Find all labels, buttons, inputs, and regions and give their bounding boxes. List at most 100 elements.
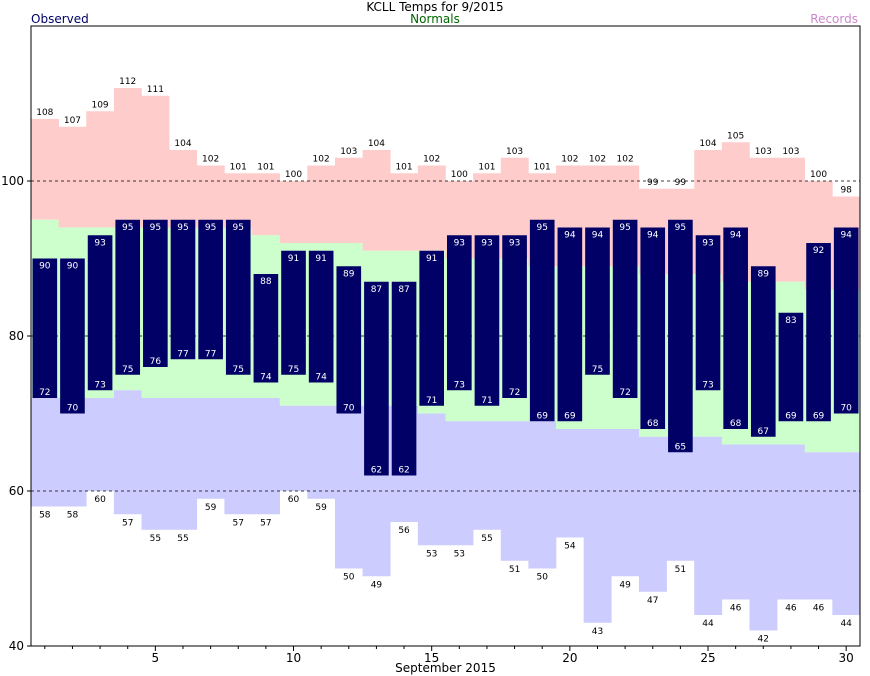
record-low-bar xyxy=(307,405,336,499)
observed-bar xyxy=(668,219,693,453)
record-low-bar xyxy=(445,421,474,546)
observed-high-label: 94 xyxy=(730,231,742,241)
record-high-label: 103 xyxy=(506,147,523,157)
record-low-bar xyxy=(252,398,280,515)
observed-bar xyxy=(336,266,362,414)
observed-low-label: 73 xyxy=(94,380,105,390)
observed-low-label: 72 xyxy=(619,388,630,398)
legend-records: Records xyxy=(810,12,858,26)
observed-high-label: 83 xyxy=(785,316,796,326)
record-low-label: 47 xyxy=(647,596,658,606)
observed-high-label: 95 xyxy=(233,223,244,233)
record-low-label: 55 xyxy=(150,534,161,544)
observed-bar xyxy=(723,227,748,429)
y-tick-label: 100 xyxy=(1,174,24,188)
record-low-label: 57 xyxy=(122,518,133,528)
observed-high-label: 88 xyxy=(260,277,272,287)
record-low-label: 57 xyxy=(233,518,244,528)
record-low-label: 46 xyxy=(730,604,742,614)
record-low-bar xyxy=(58,398,87,507)
x-axis-label: September 2015 xyxy=(395,661,496,675)
record-high-label: 100 xyxy=(810,170,827,180)
axis-ticks-layer: 40 60 80 100 5 10 15 20 25 30 xyxy=(1,174,854,665)
record-low-label: 58 xyxy=(39,511,51,521)
observed-high-label: 89 xyxy=(758,269,770,279)
observed-low-label: 70 xyxy=(840,404,852,414)
observed-high-label: 87 xyxy=(371,285,382,295)
record-high-label: 101 xyxy=(478,162,495,172)
record-low-bar xyxy=(749,444,778,631)
record-high-label: 101 xyxy=(257,162,274,172)
record-low-label: 43 xyxy=(592,627,603,637)
observed-bars-layer xyxy=(32,219,859,476)
record-low-label: 44 xyxy=(702,619,714,629)
x-tick-label: 10 xyxy=(286,651,301,665)
record-high-bar xyxy=(334,157,363,243)
record-high-bar xyxy=(86,111,115,228)
record-low-bar xyxy=(417,413,446,546)
observed-bar xyxy=(198,219,223,360)
observed-high-label: 95 xyxy=(122,223,133,233)
observed-bar xyxy=(253,274,279,383)
record-high-label: 102 xyxy=(423,155,440,165)
observed-high-label: 94 xyxy=(564,231,576,241)
record-low-label: 55 xyxy=(177,534,188,544)
record-low-label: 51 xyxy=(509,565,520,575)
record-low-label: 42 xyxy=(758,635,769,645)
record-low-label: 55 xyxy=(481,534,492,544)
record-high-label: 102 xyxy=(561,155,578,165)
record-high-bar xyxy=(362,150,391,251)
observed-high-label: 92 xyxy=(813,246,824,256)
record-low-bar xyxy=(31,398,59,507)
observed-bar xyxy=(529,219,555,422)
record-low-label: 59 xyxy=(315,503,327,513)
record-low-label: 53 xyxy=(454,549,465,559)
observed-bar xyxy=(806,243,831,422)
record-high-bar xyxy=(777,157,806,282)
record-high-label: 109 xyxy=(91,100,108,110)
record-low-bar xyxy=(777,444,806,600)
record-high-label: 101 xyxy=(395,162,412,172)
observed-bar xyxy=(364,281,389,476)
observed-low-label: 69 xyxy=(785,411,797,421)
record-low-label: 46 xyxy=(785,604,797,614)
record-low-label: 49 xyxy=(371,580,383,590)
record-high-label: 111 xyxy=(147,85,164,95)
observed-low-label: 67 xyxy=(758,427,769,437)
record-low-label: 54 xyxy=(564,542,576,552)
observed-low-label: 74 xyxy=(260,373,272,383)
observed-bar xyxy=(170,219,196,360)
record-high-label: 98 xyxy=(840,186,852,196)
observed-bar xyxy=(778,312,804,422)
record-high-bar xyxy=(31,119,59,220)
gridlines-layer xyxy=(31,180,860,492)
y-tick-label: 60 xyxy=(9,484,24,498)
observed-low-label: 70 xyxy=(67,404,79,414)
observed-low-label: 73 xyxy=(702,380,713,390)
observed-bar xyxy=(447,235,472,391)
record-low-bar xyxy=(169,398,198,530)
record-high-label: 102 xyxy=(617,155,634,165)
record-low-label: 59 xyxy=(205,503,217,513)
observed-bar xyxy=(640,227,666,429)
observed-bar xyxy=(585,227,610,375)
x-tick-label: 20 xyxy=(562,651,577,665)
x-tick-label: 30 xyxy=(839,651,854,665)
record-high-label: 105 xyxy=(727,131,744,141)
record-low-label: 60 xyxy=(94,495,106,505)
record-high-label: 103 xyxy=(340,147,357,157)
record-high-label: 104 xyxy=(368,139,385,149)
record-low-bar xyxy=(694,436,723,615)
observed-high-label: 91 xyxy=(315,254,326,264)
observed-bar xyxy=(60,258,85,414)
record-low-bar xyxy=(804,452,833,600)
observed-bar xyxy=(308,250,334,383)
record-high-bar xyxy=(279,181,308,243)
observed-high-label: 87 xyxy=(398,285,409,295)
record-low-bar xyxy=(832,452,861,615)
observed-high-label: 94 xyxy=(592,231,604,241)
record-low-label: 51 xyxy=(675,565,686,575)
observed-bar xyxy=(695,235,721,391)
record-high-label: 99 xyxy=(675,178,687,188)
